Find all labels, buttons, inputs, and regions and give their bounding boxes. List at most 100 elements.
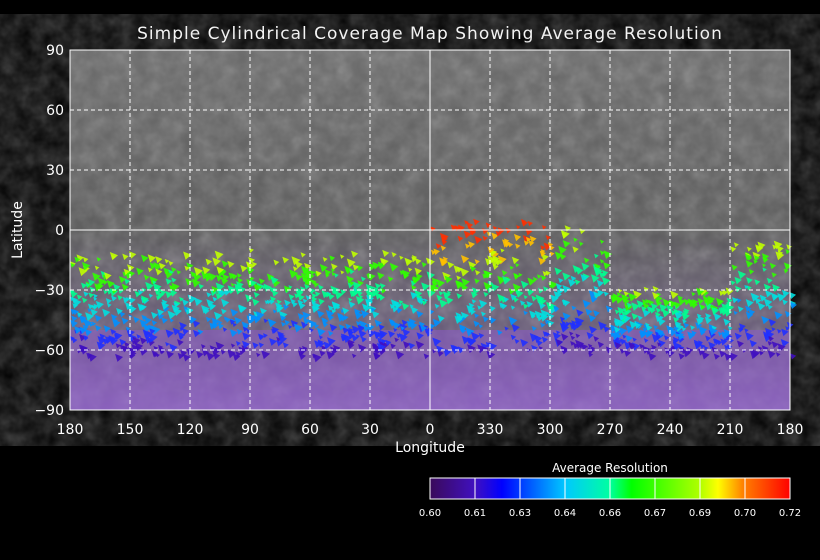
coverage-patch — [330, 263, 338, 271]
coverage-patch — [581, 262, 590, 271]
coverage-patch — [271, 289, 279, 297]
coverage-patch — [276, 305, 284, 312]
coverage-patch — [475, 270, 481, 276]
coverage-patch — [126, 328, 135, 338]
map-title: Simple Cylindrical Coverage Map Showing … — [137, 24, 723, 44]
coverage-patch — [117, 294, 123, 301]
coverage-patch — [227, 349, 237, 359]
coverage-patch — [264, 300, 269, 305]
coverage-patch — [339, 254, 345, 259]
coverage-patch — [421, 300, 428, 306]
colorbar-tick-label: 0.69 — [689, 508, 711, 519]
coverage-patch — [687, 331, 696, 340]
coverage-patch — [258, 333, 265, 341]
coverage-patch — [351, 353, 357, 359]
coverage-patch — [394, 337, 400, 343]
coverage-patch — [549, 245, 555, 251]
y-axis-label: Latitude — [10, 201, 26, 259]
coverage-patch — [165, 341, 170, 347]
coverage-patch — [574, 279, 581, 286]
coverage-patch — [678, 353, 685, 360]
coverage-patch — [522, 303, 529, 310]
coverage-patch — [431, 277, 439, 285]
coverage-patch — [139, 319, 148, 328]
coverage-patch — [393, 327, 398, 333]
coverage-patch — [700, 343, 706, 349]
coverage-patch — [782, 299, 788, 306]
coverage-patch — [614, 341, 623, 350]
coverage-patch — [241, 340, 250, 349]
coverage-patch — [70, 296, 75, 302]
coverage-patch — [673, 326, 679, 332]
coverage-patch — [762, 263, 767, 268]
coverage-patch — [762, 256, 769, 264]
coverage-patch — [436, 294, 443, 301]
coverage-patch — [115, 353, 124, 362]
coverage-patch — [261, 350, 271, 360]
coverage-patch — [348, 297, 353, 302]
coverage-patch — [477, 344, 487, 354]
coverage-patch — [351, 250, 359, 258]
coverage-patch — [669, 345, 676, 352]
coverage-patch — [313, 323, 320, 329]
coverage-patch — [510, 305, 516, 310]
coverage-patch — [416, 310, 424, 318]
x-tick-label: 240 — [657, 422, 684, 438]
coverage-patch — [311, 301, 321, 311]
coverage-patch — [554, 251, 564, 260]
coverage-patch — [390, 299, 400, 308]
coverage-patch — [674, 311, 683, 320]
coverage-patch — [737, 306, 744, 313]
coverage-patch — [249, 279, 257, 287]
coverage-patch — [147, 324, 155, 332]
coverage-patch — [572, 246, 579, 253]
coverage-patch — [410, 291, 418, 300]
coverage-patch — [70, 308, 77, 315]
coverage-patch — [489, 316, 497, 324]
coverage-patch — [430, 249, 437, 256]
coverage-patch — [748, 269, 755, 275]
coverage-patch — [74, 326, 83, 335]
coverage-patch — [576, 317, 585, 326]
coverage-patch — [426, 271, 435, 280]
coverage-patch — [279, 315, 287, 322]
coverage-patch — [94, 283, 103, 292]
coverage-patch — [770, 292, 780, 301]
coverage-patch — [238, 346, 247, 355]
coverage-patch — [500, 302, 508, 310]
coverage-patch — [240, 265, 248, 273]
coverage-patch — [206, 299, 215, 307]
coverage-patch — [408, 267, 413, 272]
coverage-patch — [334, 290, 344, 300]
coverage-patch — [644, 331, 652, 338]
coverage-patch — [138, 305, 145, 312]
coverage-patch — [140, 295, 149, 304]
coverage-patch — [748, 309, 756, 316]
coverage-patch — [269, 286, 275, 293]
coverage-patch — [765, 290, 773, 298]
coverage-patch — [149, 262, 157, 270]
coverage-patch — [171, 277, 177, 283]
x-tick-label: 30 — [361, 422, 379, 438]
coverage-patch — [670, 309, 677, 316]
coverage-patch — [283, 304, 290, 311]
coverage-patch — [620, 348, 626, 354]
coverage-patch — [485, 222, 492, 229]
coverage-patch — [281, 321, 286, 327]
coverage-patch — [702, 295, 711, 304]
coverage-patch — [300, 272, 310, 282]
coverage-patch — [482, 273, 488, 279]
coverage-patch — [471, 299, 477, 304]
coverage-patch — [468, 261, 477, 270]
coverage-patch — [314, 340, 323, 349]
coverage-patch — [450, 224, 458, 232]
coverage-patch — [538, 302, 546, 310]
coverage-patch — [574, 317, 579, 322]
coverage-patch — [735, 285, 742, 293]
coverage-patch — [123, 268, 131, 276]
coverage-patch — [733, 310, 738, 315]
coverage-patch — [232, 353, 241, 362]
coverage-patch — [658, 330, 665, 337]
coverage-patch — [379, 331, 385, 337]
coverage-patch — [626, 302, 633, 309]
